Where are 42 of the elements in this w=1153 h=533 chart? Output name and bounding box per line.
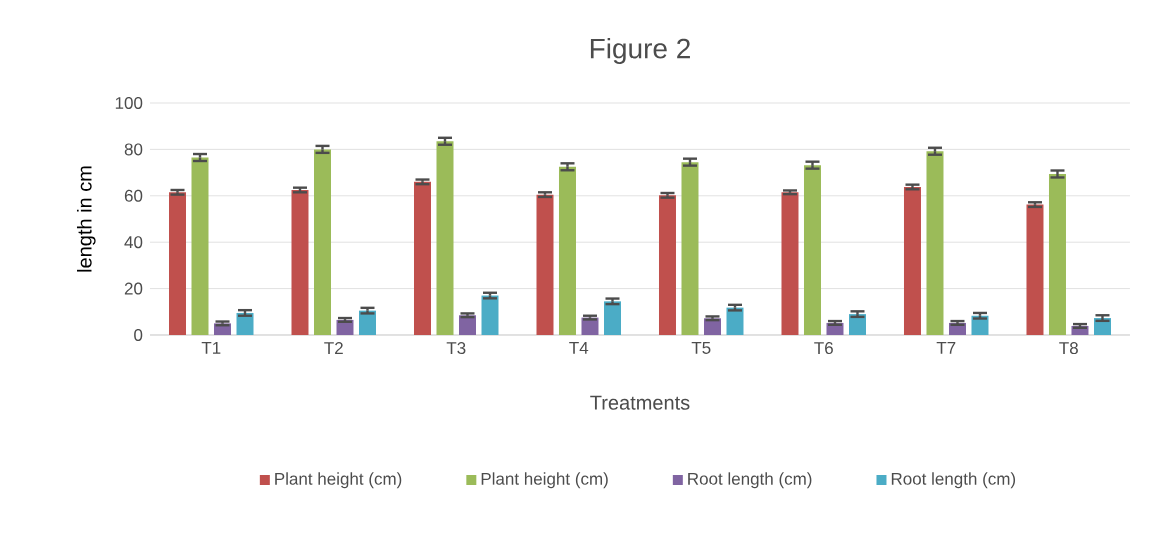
bar <box>414 181 431 335</box>
chart-title: Figure 2 <box>590 37 690 65</box>
legend-label: Root length (cm) <box>688 472 812 489</box>
x-tick-label: T4 <box>569 342 589 354</box>
bar <box>458 315 476 335</box>
y-tick-label: 40 <box>124 236 143 249</box>
x-tick-label: T2 <box>324 342 343 354</box>
x-axis-title: Treatments <box>590 395 690 410</box>
x-tick-label: T3 <box>446 342 466 355</box>
legend-label: Root length (cm) <box>891 472 1016 489</box>
bar <box>1026 204 1044 335</box>
bar <box>658 195 676 335</box>
y-tick-label: 60 <box>124 189 143 202</box>
y-tick-label: 100 <box>115 96 143 109</box>
bar <box>314 149 331 335</box>
bar <box>681 162 699 335</box>
bar <box>603 301 621 335</box>
x-tick-label: T8 <box>1059 342 1078 355</box>
bar <box>726 307 744 335</box>
bar <box>291 189 309 335</box>
y-tick-label: 80 <box>124 143 143 156</box>
bar <box>558 166 576 335</box>
x-tick-label: T7 <box>936 342 956 354</box>
bar <box>781 192 799 335</box>
y-tick-label: 20 <box>124 282 143 295</box>
bar <box>169 192 186 335</box>
x-tick-label: T1 <box>201 342 221 354</box>
bar <box>903 186 921 335</box>
x-tick-label: T6 <box>814 342 833 355</box>
legend-label: Plant height (cm) <box>275 472 402 489</box>
bar <box>536 194 554 335</box>
bar <box>1048 173 1066 335</box>
bar <box>191 157 209 335</box>
y-axis-title: length in cm <box>76 166 96 272</box>
y-tick-label: 0 <box>134 328 143 341</box>
bar <box>436 141 454 335</box>
bar <box>481 295 499 335</box>
legend-label: Plant height (cm) <box>481 472 608 489</box>
bar <box>236 312 254 335</box>
bar <box>926 151 944 335</box>
x-tick-label: T5 <box>691 342 711 354</box>
bar <box>803 165 821 335</box>
